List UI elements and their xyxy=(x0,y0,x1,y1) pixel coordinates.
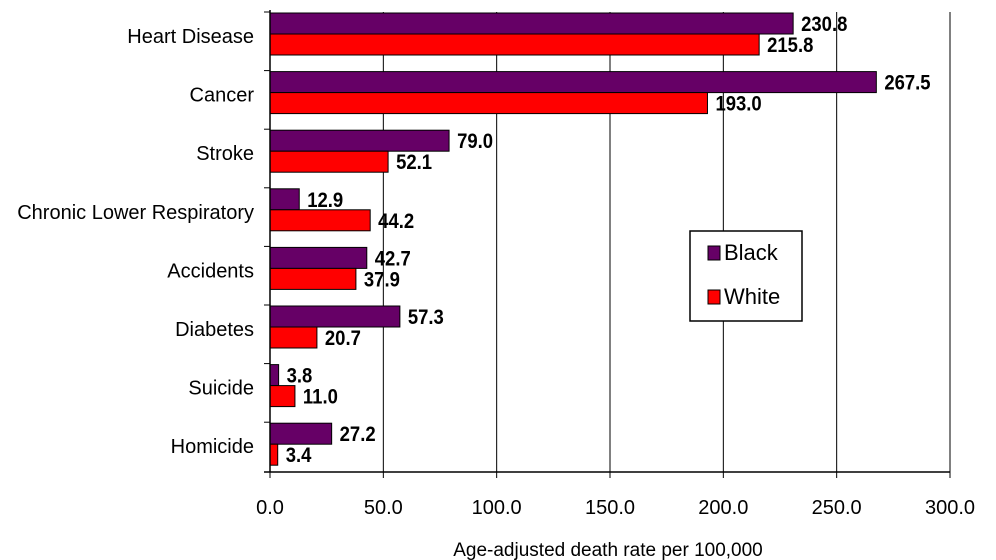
category-label: Diabetes xyxy=(175,319,254,341)
value-label: 11.0 xyxy=(303,386,338,409)
value-label: 52.1 xyxy=(396,151,432,174)
category-label: Homicide xyxy=(171,436,254,458)
bar xyxy=(269,267,357,290)
legend-label: White xyxy=(724,284,780,309)
value-label: 27.2 xyxy=(340,423,376,446)
value-label: 267.5 xyxy=(884,72,930,95)
x-tick-label: 150.0 xyxy=(585,497,635,519)
bar xyxy=(269,326,318,349)
value-label: 42.7 xyxy=(375,247,411,270)
x-tick-labels: 0.0 50.0 100.0 150.0 200.0 250.0 300.0 xyxy=(256,497,975,519)
bar xyxy=(269,188,300,211)
x-tick-label: 50.0 xyxy=(364,497,403,519)
value-label: 57.3 xyxy=(408,306,444,329)
category-label: Accidents xyxy=(167,260,254,282)
x-tick-label: 100.0 xyxy=(472,497,522,519)
legend-label: Black xyxy=(724,240,779,265)
value-label: 193.0 xyxy=(715,93,761,116)
bar xyxy=(269,422,333,445)
category-label: Stroke xyxy=(196,143,254,165)
bar xyxy=(269,305,401,328)
value-label: 12.9 xyxy=(307,189,343,212)
x-tick-label: 200.0 xyxy=(698,497,748,519)
x-tick-label: 0.0 xyxy=(256,497,284,519)
category-label: Cancer xyxy=(190,85,255,107)
bar xyxy=(269,364,280,387)
bar xyxy=(269,209,371,232)
bar xyxy=(269,71,877,94)
bar xyxy=(269,150,389,173)
value-label: 20.7 xyxy=(325,327,361,350)
value-label: 37.9 xyxy=(364,268,400,291)
bar xyxy=(269,443,279,466)
category-labels: Heart Disease Cancer Stroke Chronic Lower R… xyxy=(17,26,254,458)
category-label: Suicide xyxy=(188,378,254,400)
bar xyxy=(269,33,760,56)
value-label: 3.8 xyxy=(287,365,313,388)
legend: Black White xyxy=(689,230,803,322)
bar xyxy=(269,129,450,152)
category-label: Chronic Lower Respiratory xyxy=(17,202,254,224)
value-label: 44.2 xyxy=(378,210,414,233)
bar xyxy=(269,385,296,408)
value-label: 230.8 xyxy=(801,13,847,36)
category-label: Heart Disease xyxy=(127,26,254,48)
x-axis-label: Age-adjusted death rate per 100,000 xyxy=(453,540,763,560)
value-label: 215.8 xyxy=(767,34,813,57)
bar xyxy=(269,92,708,115)
legend-swatch xyxy=(707,245,721,261)
x-tick-label: 250.0 xyxy=(812,497,862,519)
x-tick-label: 300.0 xyxy=(925,497,975,519)
bar xyxy=(269,12,794,35)
value-label: 79.0 xyxy=(457,130,493,153)
legend-swatch xyxy=(707,289,721,305)
axes xyxy=(264,10,951,478)
value-label: 3.4 xyxy=(286,444,312,467)
bar xyxy=(269,246,368,269)
